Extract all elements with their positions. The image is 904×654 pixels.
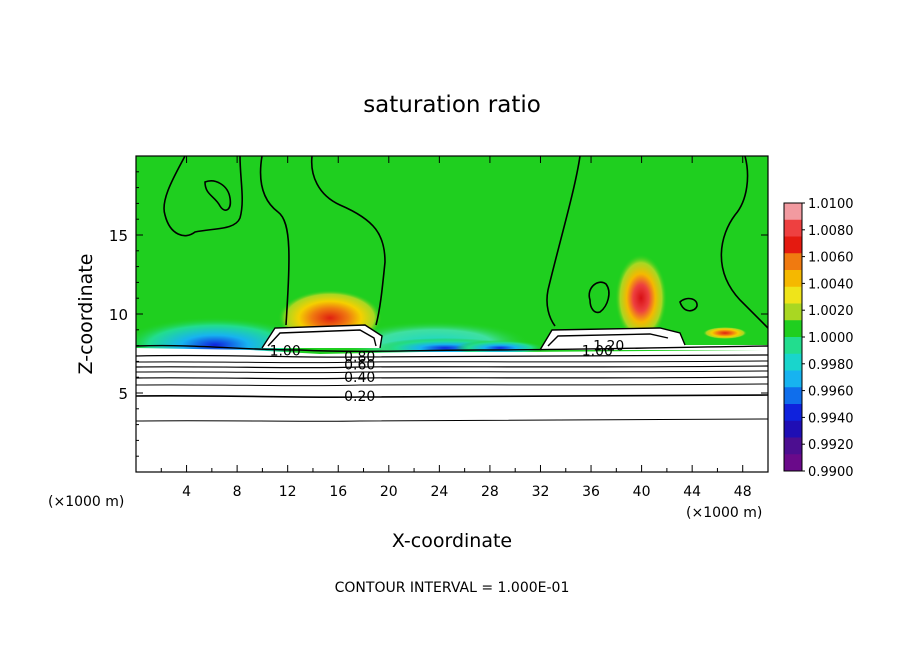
colorbar-segment	[784, 404, 802, 422]
colorbar-label: 1.0100	[808, 197, 854, 212]
x-axis-ticks: 4 8 12 16 20 24 28 32 36 40 44 48	[160, 156, 752, 500]
x-unit-label-left: (×1000 m)	[48, 494, 124, 510]
contour-label: 0.20	[344, 389, 375, 405]
contour-label: 1.00	[270, 343, 301, 359]
contour-line-0.40	[136, 376, 768, 380]
colorbar-segment	[784, 320, 802, 338]
x-unit-label-right: (×1000 m)	[686, 505, 762, 521]
y-axis-ticks: 5 10 15	[109, 171, 768, 457]
colorbar-label: 0.9920	[808, 438, 854, 453]
colorbar-segment	[784, 286, 802, 304]
colorbar-label: 0.9900	[808, 465, 854, 480]
contour-cloud-left	[261, 324, 383, 349]
contour-cloud-right	[539, 327, 686, 351]
warm-patch-right	[703, 327, 747, 339]
colorbar-label: 1.0000	[808, 331, 854, 346]
chart-title: saturation ratio	[363, 92, 541, 118]
colorbar-segment	[784, 454, 802, 472]
contour-line-plume-left	[259, 156, 290, 326]
colorbar-segment	[784, 370, 802, 388]
contour-line-1.00	[136, 344, 768, 353]
x-tick-label: 4	[182, 484, 191, 500]
colorbar-labels: 1.0100 1.0080 1.0060 1.0040 1.0020 1.0000 0.99…	[802, 197, 854, 480]
colorbar-segment	[784, 387, 802, 405]
x-tick-label: 20	[380, 484, 398, 500]
contour-label: 0.60	[344, 358, 375, 374]
colorbar-segment	[784, 219, 802, 237]
contour-label: 1.00	[582, 343, 613, 359]
y-tick-label: 15	[109, 227, 128, 245]
cloud-mask-right	[540, 328, 768, 350]
contour-line-plume-left-2	[310, 156, 386, 326]
colorbar-segment	[784, 437, 802, 455]
y-tick-label: 10	[109, 306, 128, 324]
contour-interval-note: CONTOUR INTERVAL = 1.000E-01	[335, 580, 570, 596]
saturation-field	[136, 156, 768, 472]
x-tick-label: 28	[481, 484, 499, 500]
x-tick-label: 36	[582, 484, 600, 500]
colorbar-segment	[784, 353, 802, 371]
contour-line-upper-left	[163, 156, 243, 237]
x-tick-label: 24	[430, 484, 448, 500]
contour-label: 0.40	[344, 370, 375, 386]
x-tick-label: 40	[633, 484, 651, 500]
x-tick-label: 16	[329, 484, 347, 500]
contour-line-0.30	[136, 383, 768, 387]
x-axis-label: X-coordinate	[392, 530, 512, 552]
contour-line-0.20	[136, 394, 768, 399]
contour-label: 1.20	[593, 339, 624, 355]
colorbar-label: 0.9940	[808, 411, 854, 426]
contour-line-0.70	[136, 360, 768, 364]
x-tick-label: 32	[532, 484, 550, 500]
colorbar-segment	[784, 203, 802, 221]
colorbar-segment	[784, 253, 802, 271]
x-tick-label: 8	[233, 484, 242, 500]
y-tick-label: 5	[118, 385, 128, 403]
contour-line-upper-left-inner	[204, 180, 232, 211]
contour-line-0.80	[136, 354, 768, 358]
x-tick-label: 12	[279, 484, 297, 500]
contour-label: 0.80	[344, 350, 375, 366]
colorbar-label: 0.9980	[808, 358, 854, 373]
colorbar-label: 0.9960	[808, 385, 854, 400]
contour-line-plume-right	[546, 156, 581, 327]
contour-line-0.50	[136, 370, 768, 374]
colorbar	[784, 203, 802, 472]
colorbar-label: 1.0080	[808, 224, 854, 239]
contour-loop-right-b	[679, 297, 698, 312]
contour-loop-right-a	[588, 281, 610, 314]
colorbar-segment	[784, 270, 802, 288]
contour-lines	[136, 156, 768, 422]
contour-labels: 1.00 0.800.600.400.201.001.20	[270, 339, 625, 406]
y-axis-label: Z-coordinate	[75, 254, 97, 375]
x-tick-label: 48	[734, 484, 752, 500]
contour-line-0.60	[136, 365, 768, 369]
colorbar-segment	[784, 303, 802, 321]
colorbar-label: 1.0060	[808, 251, 854, 266]
contour-line-plume-right-2	[720, 156, 768, 329]
colorbar-segment	[784, 236, 802, 254]
x-tick-label: 44	[683, 484, 701, 500]
colorbar-segment	[784, 420, 802, 438]
colorbar-label: 1.0040	[808, 277, 854, 292]
contour-line-0.10	[136, 418, 768, 422]
colorbar-segment	[784, 337, 802, 355]
warm-region-right	[615, 254, 667, 342]
colorbar-label: 1.0020	[808, 304, 854, 319]
